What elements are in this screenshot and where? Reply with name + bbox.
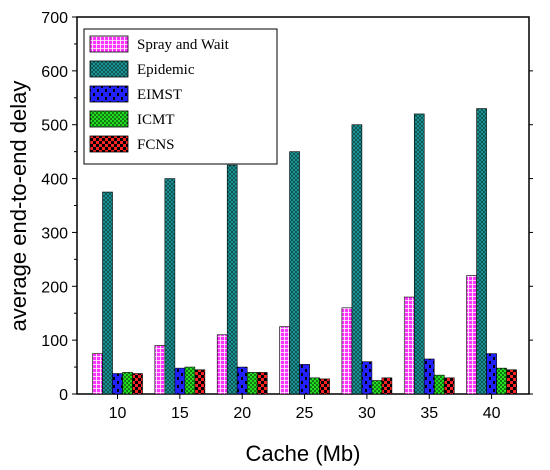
bar-epidemic-30 [351,124,363,395]
bar-fcns-10 [132,373,143,395]
bar-eimst-25 [299,364,310,395]
legend: Spray and Wait Epidemic EIMST ICMT FCNS [83,28,278,165]
bar-icmt-40 [496,367,507,395]
bar-icmt-25 [309,377,320,395]
bar-epidemic-20 [226,164,238,395]
bar-epidemic-15 [164,178,176,395]
legend-swatch-fcns [89,135,129,153]
legend-label-spray-and-wait: Spray and Wait [137,37,230,53]
legend-label-icmt: ICMT [137,112,175,128]
legend-swatch-icmt [89,110,129,128]
x-tick-label: 35 [420,405,438,422]
y-tick-label: 700 [41,10,68,27]
legend-label-fcns: FCNS [137,137,175,153]
legend-swatch-eimst [89,85,129,103]
axes-group: 0 100 200 300 400 500 600 700 10 15 20 25 30 35 40 [41,10,533,422]
y-axis-title: average end-to-end delay [6,81,31,332]
bar-spray-and-wait-20 [216,334,228,395]
bar-epidemic-25 [289,151,300,395]
bar-eimst-35 [423,358,435,395]
legend-label-epidemic: Epidemic [137,62,195,78]
y-tick-label: 600 [41,64,68,81]
bar-eimst-30 [361,361,373,395]
bar-eimst-20 [236,366,248,395]
bars-group [92,108,517,395]
x-tick-label: 30 [358,405,376,422]
bar-icmt-30 [371,380,383,395]
legend-swatch-spray-and-wait [89,35,129,53]
y-tick-label: 500 [41,118,68,135]
bar-spray-and-wait-35 [403,296,415,395]
bar-eimst-10 [112,373,123,395]
y-tick-label: 300 [41,225,68,242]
bar-fcns-15 [194,369,206,395]
x-tick-label: 40 [483,405,501,422]
y-tick-label: 400 [41,172,68,189]
bar-fcns-40 [506,369,517,395]
y-tick-label: 100 [41,333,68,350]
x-tick-label: 15 [171,405,189,422]
y-tick-label: 0 [59,387,68,404]
x-tick-label: 25 [296,405,314,422]
legend-swatch-epidemic [89,60,129,78]
bar-icmt-15 [184,366,196,395]
bar-eimst-15 [174,367,186,395]
bar-eimst-40 [486,353,497,395]
bar-spray-and-wait-10 [92,353,103,395]
legend-label-eimst: EIMST [137,87,182,103]
bar-fcns-35 [443,377,455,395]
bar-fcns-25 [319,378,330,395]
x-tick-label: 10 [109,405,127,422]
bar-epidemic-40 [476,108,487,395]
bar-spray-and-wait-30 [341,307,353,395]
x-axis-title: Cache (Mb) [246,441,361,466]
bar-spray-and-wait-40 [466,275,477,395]
bar-fcns-20 [256,372,268,395]
bar-spray-and-wait-15 [154,345,166,395]
bar-spray-and-wait-25 [279,326,290,395]
bar-icmt-10 [122,372,133,395]
bar-fcns-30 [381,377,393,395]
bar-epidemic-10 [102,191,113,395]
bar-icmt-35 [433,374,445,395]
x-tick-label: 20 [233,405,251,422]
y-tick-label: 200 [41,279,68,296]
bar-epidemic-35 [413,113,425,395]
bar-icmt-20 [246,372,258,395]
